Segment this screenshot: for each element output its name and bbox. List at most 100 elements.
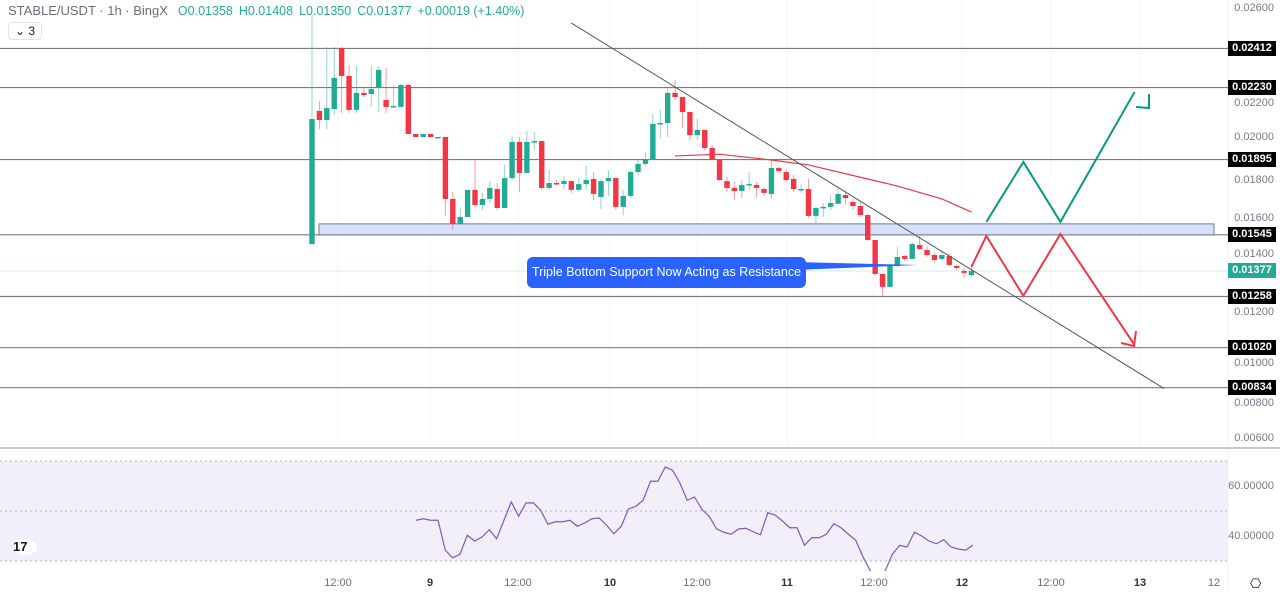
candle[interactable]	[961, 266, 967, 278]
candle[interactable]	[835, 187, 841, 204]
candle[interactable]	[353, 66, 360, 113]
candle[interactable]	[768, 160, 775, 199]
candle[interactable]	[761, 186, 767, 196]
support-zone-box[interactable]	[318, 223, 1215, 236]
candle[interactable]	[672, 80, 678, 101]
candle[interactable]	[553, 180, 560, 185]
candle[interactable]	[331, 46, 337, 116]
candle[interactable]	[420, 133, 426, 137]
candle[interactable]	[576, 178, 582, 193]
candle[interactable]	[546, 169, 552, 190]
indicators-toggle-button[interactable]: ⌄ 3	[8, 22, 43, 40]
candle[interactable]	[865, 213, 871, 241]
candle[interactable]	[457, 207, 463, 224]
candle[interactable]	[405, 83, 412, 134]
annotation-callout[interactable]: Triple Bottom Support Now Acting as Resi…	[527, 257, 806, 288]
candle[interactable]	[679, 97, 686, 128]
bullish-projection-path[interactable]	[985, 91, 1136, 224]
candle[interactable]	[650, 113, 656, 161]
candle[interactable]	[694, 118, 701, 141]
candle[interactable]	[850, 198, 856, 210]
candle[interactable]	[902, 255, 908, 261]
candle[interactable]	[450, 192, 456, 230]
candle[interactable]	[309, 15, 315, 245]
candle[interactable]	[879, 273, 886, 296]
candle[interactable]	[539, 141, 545, 190]
candle[interactable]	[464, 189, 471, 217]
candle[interactable]	[383, 67, 389, 113]
candle[interactable]	[590, 172, 597, 200]
candle[interactable]	[509, 135, 515, 180]
candle[interactable]	[368, 66, 374, 107]
bearish-projection-path[interactable]	[970, 232, 1136, 346]
candle[interactable]	[346, 64, 352, 113]
candle[interactable]	[724, 176, 730, 193]
candle[interactable]	[620, 189, 626, 216]
candle[interactable]	[924, 246, 930, 257]
candle[interactable]	[427, 133, 434, 137]
candle[interactable]	[361, 87, 367, 98]
candle[interactable]	[398, 83, 404, 107]
chevron-down-icon: ⌄	[15, 24, 26, 38]
candle[interactable]	[664, 87, 671, 137]
candle[interactable]	[568, 181, 575, 193]
candle[interactable]	[605, 169, 612, 196]
candle[interactable]	[805, 178, 812, 219]
candle[interactable]	[931, 253, 938, 262]
descending-trendline[interactable]	[571, 22, 1165, 389]
candle[interactable]	[435, 137, 441, 139]
candle[interactable]	[857, 201, 864, 217]
symbol-title[interactable]: STABLE/USDT · 1h · BingX	[8, 3, 168, 18]
candle[interactable]	[746, 172, 752, 190]
candle[interactable]	[524, 130, 530, 173]
candle[interactable]	[783, 169, 789, 182]
candle[interactable]	[887, 264, 893, 287]
candle[interactable]	[872, 239, 878, 276]
candle[interactable]	[702, 129, 708, 150]
candle[interactable]	[776, 166, 782, 173]
candle[interactable]	[516, 137, 523, 193]
candle[interactable]	[657, 109, 663, 139]
candle[interactable]	[813, 206, 819, 224]
candle[interactable]	[442, 137, 449, 216]
candle[interactable]	[487, 181, 493, 204]
candle[interactable]	[561, 175, 567, 190]
candle[interactable]	[828, 195, 834, 210]
candle[interactable]	[642, 152, 649, 167]
moving-average-line[interactable]	[675, 153, 972, 213]
settings-gear-icon[interactable]: ⎔	[1250, 576, 1262, 591]
candle[interactable]	[324, 46, 330, 130]
candle[interactable]	[531, 132, 537, 150]
candle[interactable]	[472, 160, 478, 207]
rsi-line[interactable]	[415, 466, 974, 576]
candle[interactable]	[413, 133, 419, 137]
candle[interactable]	[790, 175, 797, 193]
candle[interactable]	[709, 144, 715, 161]
candle[interactable]	[953, 264, 960, 270]
candle[interactable]	[494, 183, 500, 210]
high-value: 0.01408	[247, 4, 294, 18]
candle-body	[953, 266, 960, 268]
candle[interactable]	[390, 84, 397, 108]
candle[interactable]	[731, 181, 738, 200]
candle[interactable]	[375, 66, 382, 113]
candle[interactable]	[338, 46, 345, 113]
candle[interactable]	[613, 178, 619, 210]
candle[interactable]	[501, 164, 508, 208]
candle[interactable]	[635, 160, 641, 176]
candle[interactable]	[739, 180, 745, 199]
candle[interactable]	[316, 101, 323, 130]
candle[interactable]	[598, 178, 604, 210]
candle[interactable]	[798, 184, 804, 193]
candle[interactable]	[479, 192, 486, 210]
candle[interactable]	[716, 160, 723, 182]
candle[interactable]	[687, 112, 693, 141]
tradingview-logo[interactable]: 17	[13, 539, 37, 555]
candle[interactable]	[894, 246, 901, 268]
candle[interactable]	[583, 166, 589, 190]
candle[interactable]	[820, 203, 826, 217]
candle[interactable]	[909, 241, 915, 259]
candle[interactable]	[627, 169, 634, 199]
candle[interactable]	[753, 181, 760, 197]
